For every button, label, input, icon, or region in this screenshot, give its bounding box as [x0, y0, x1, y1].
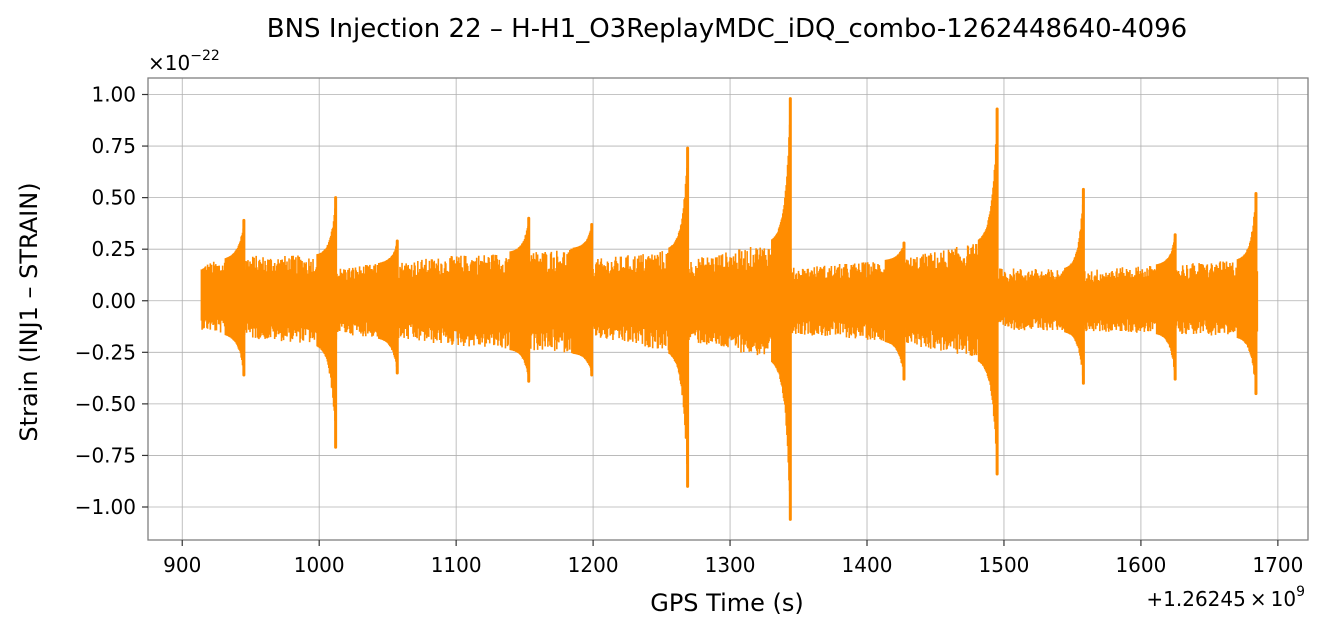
x-offset-text: +1.26245 × 109	[1146, 584, 1305, 611]
x-tick-label: 1200	[568, 553, 619, 577]
x-tick-label: 1700	[1252, 553, 1303, 577]
y-tick-label: −0.50	[75, 392, 136, 416]
x-axis-label: GPS Time (s)	[650, 589, 804, 617]
x-tick-label: 1400	[842, 553, 893, 577]
y-tick-label: −1.00	[75, 495, 136, 519]
x-axis-ticks: 900 1000 1100 1200 1300 1400 1500 1600 1700	[163, 540, 1303, 577]
x-tick-label: 1500	[979, 553, 1030, 577]
y-tick-label: 0.50	[91, 186, 136, 210]
y-tick-label: −0.75	[75, 443, 136, 467]
y-offset-text: ×10−22	[148, 48, 220, 75]
x-tick-label: 1000	[294, 553, 345, 577]
y-tick-label: 0.75	[91, 134, 136, 158]
x-tick-label: 1300	[705, 553, 756, 577]
x-tick-label: 1600	[1115, 553, 1166, 577]
plot-frame	[147, 77, 1309, 541]
plot-data	[200, 97, 1259, 521]
y-axis-ticks: 1.00 0.75 0.50 0.25 0.00 −0.25 −0.50 −0.75 −1.00	[75, 83, 148, 519]
chart-title: BNS Injection 22 – H-H1_O3ReplayMDC_iDQ_…	[267, 14, 1187, 44]
y-tick-label: −0.25	[75, 340, 136, 364]
y-tick-label: 1.00	[91, 83, 136, 107]
x-tick-label: 1100	[431, 553, 482, 577]
y-tick-label: 0.25	[91, 237, 136, 261]
x-tick-label: 900	[163, 553, 201, 577]
y-axis-label: Strain (INJ1 – STRAIN)	[15, 182, 43, 441]
y-tick-label: 0.00	[91, 289, 136, 313]
